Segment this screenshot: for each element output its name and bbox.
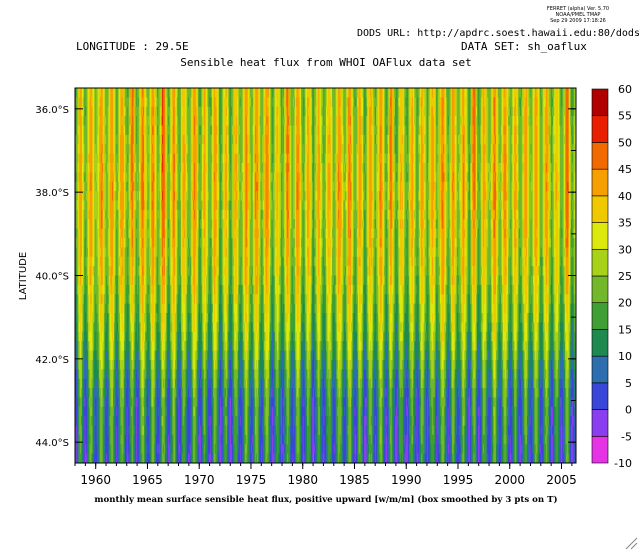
heatmap-field (75, 88, 577, 464)
ferret-date-text: Sep 29 2009 17:18:26 (550, 18, 606, 24)
chart-title: Sensible heat flux from WHOI OAFlux data… (180, 56, 471, 69)
dods-url-text: DODS URL: http://apdrc.soest.hawaii.edu:… (357, 28, 640, 39)
dataset-label: DATA SET: sh_oaflux (461, 40, 587, 53)
longitude-label: LONGITUDE : 29.5E (76, 40, 189, 53)
